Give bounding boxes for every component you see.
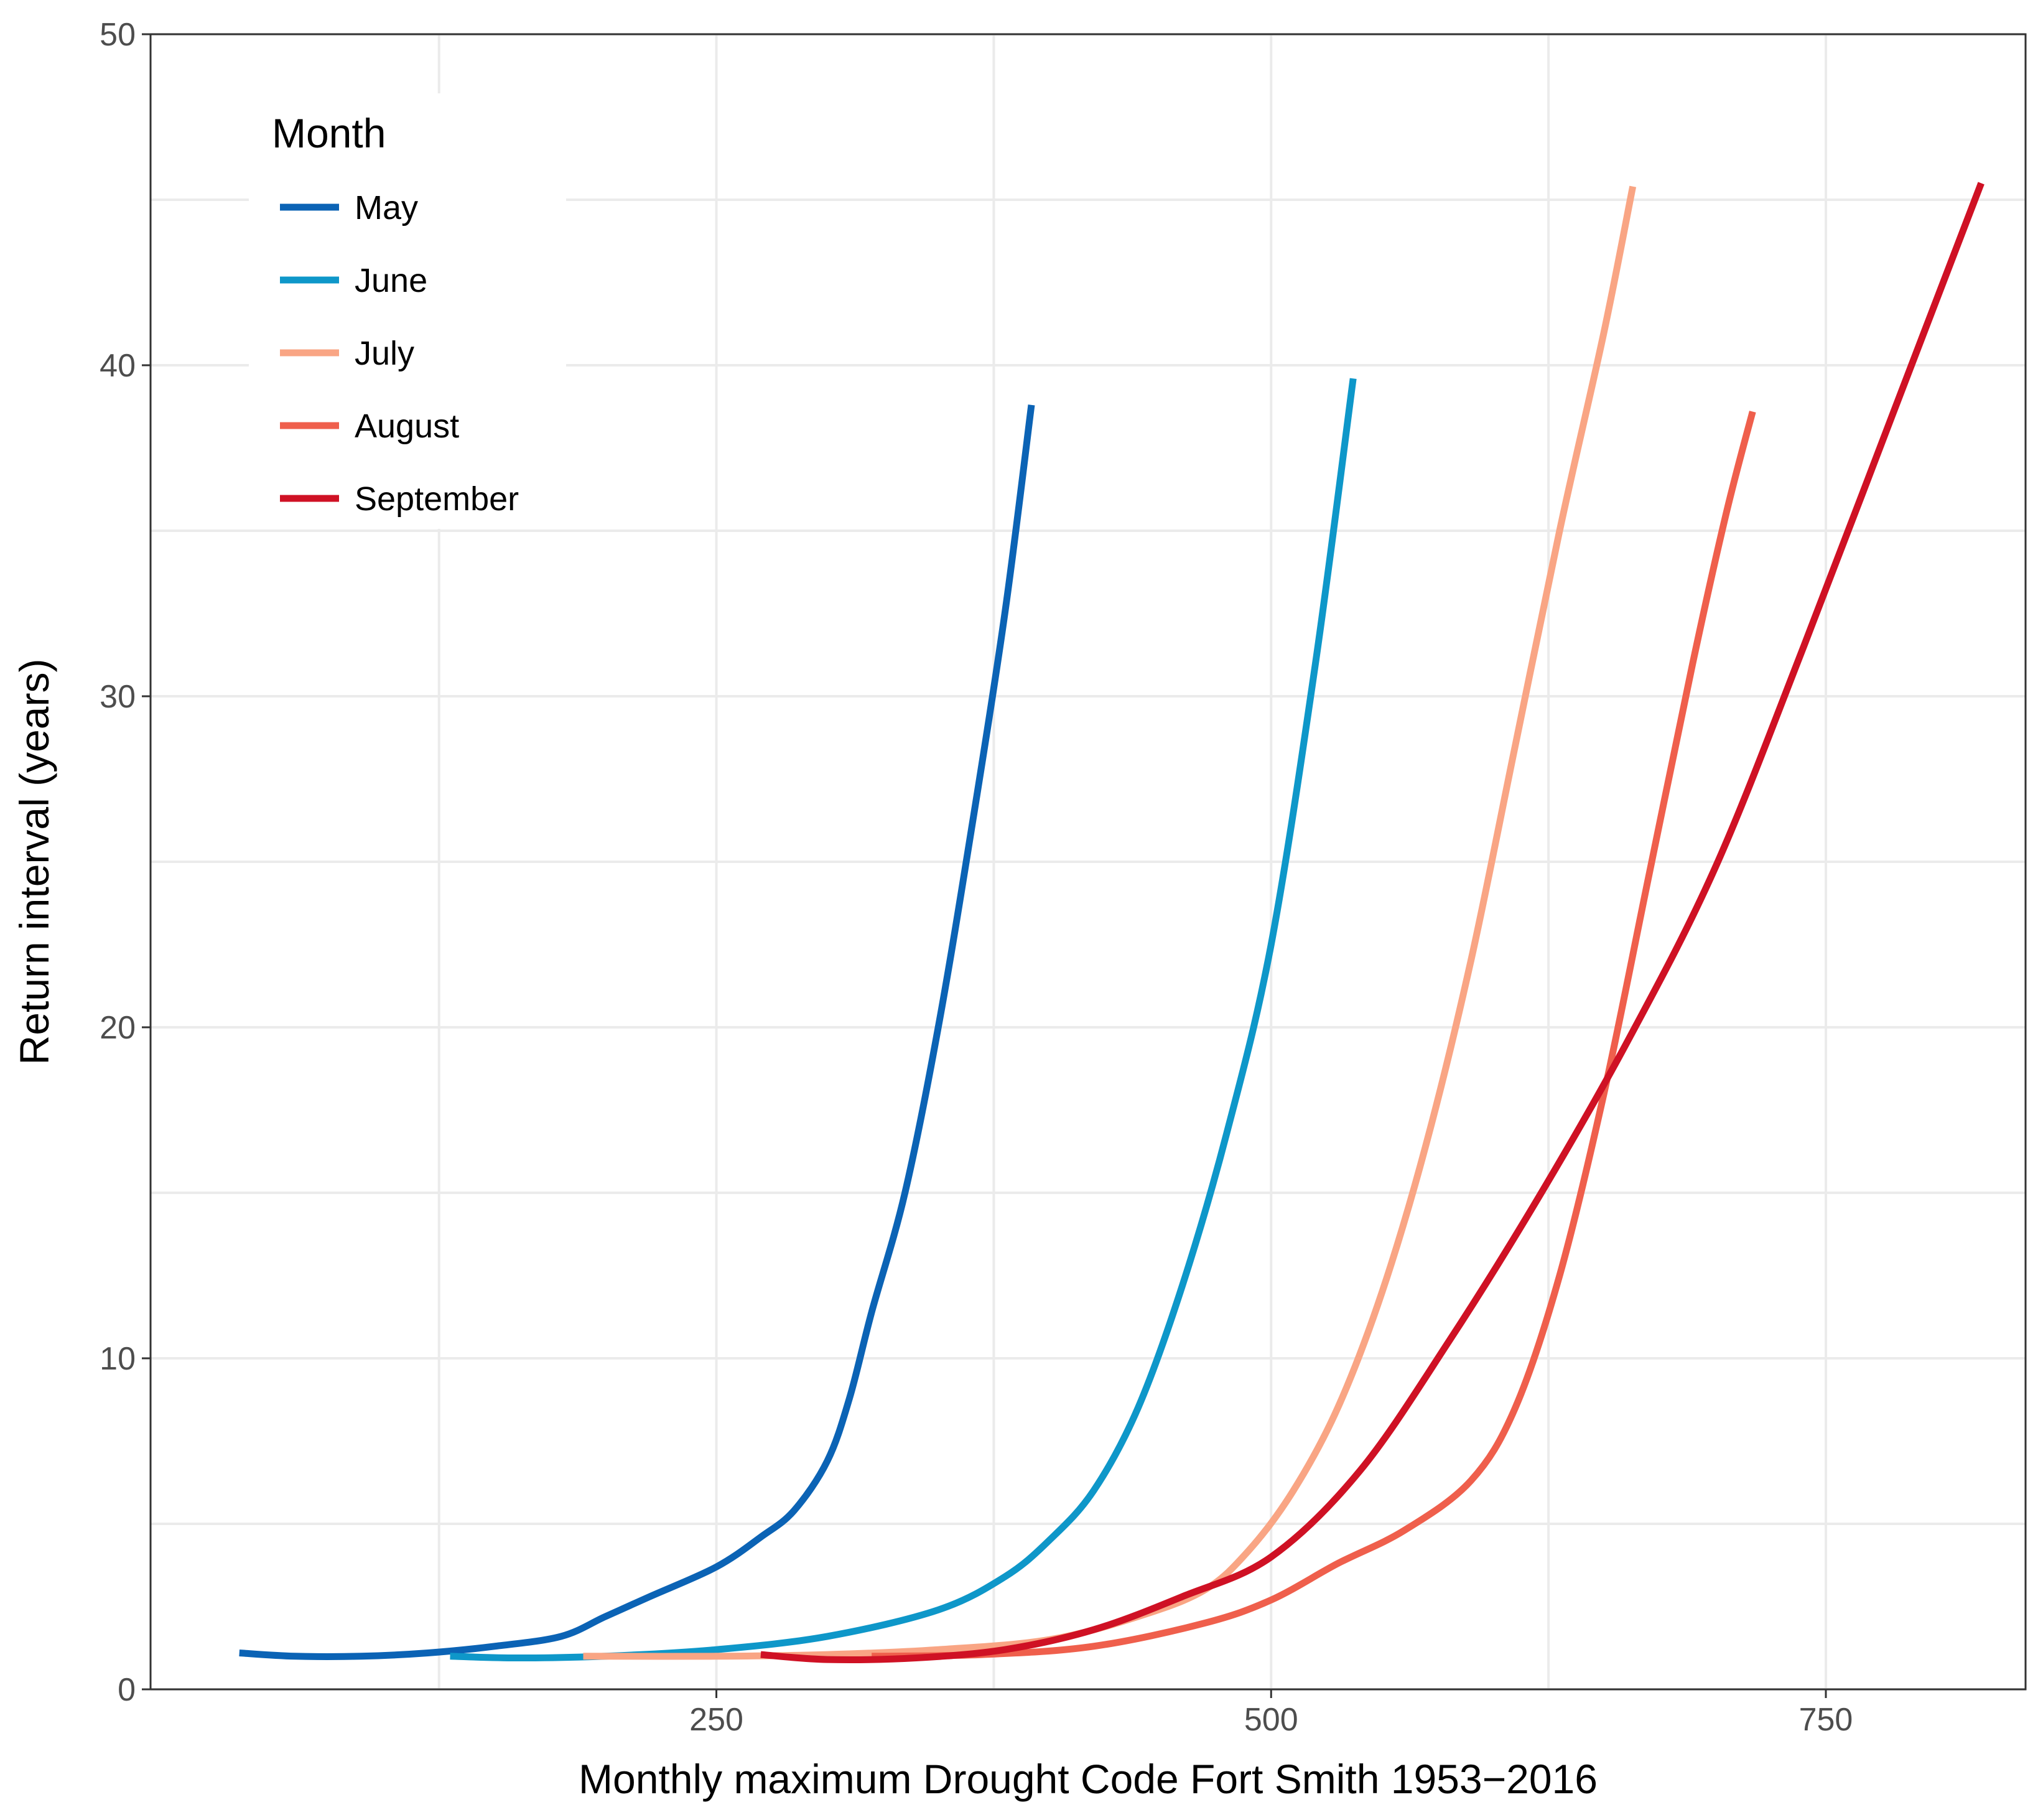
y-tick-label: 50 <box>100 17 136 53</box>
legend-title: Month <box>272 110 386 156</box>
x-tick-label: 750 <box>1799 1702 1853 1738</box>
y-tick-label: 30 <box>100 679 136 715</box>
series-line-august <box>872 411 1756 1660</box>
series-line-june <box>450 378 1357 1661</box>
series-line-may <box>239 404 1035 1660</box>
x-tick-label: 500 <box>1244 1702 1298 1738</box>
legend-label-may: May <box>355 189 418 226</box>
legend-label-june: June <box>355 262 427 299</box>
legend: Month May June July August September <box>249 93 566 529</box>
legend-label-september: September <box>355 480 519 518</box>
series-line-july <box>583 185 1637 1660</box>
y-axis-title: Return interval (years) <box>11 659 57 1065</box>
x-tick-label: 250 <box>689 1702 743 1738</box>
axes: 0 10 20 30 40 50 250 500 750 <box>100 17 1853 1738</box>
legend-label-july: July <box>355 335 414 372</box>
legend-label-august: August <box>355 408 459 445</box>
y-tick-label: 0 <box>118 1672 136 1708</box>
y-tick-label: 40 <box>100 348 136 384</box>
legend-background <box>249 93 566 529</box>
panel-border <box>149 33 2027 1691</box>
x-axis-title: Monthly maximum Drought Code Fort Smith … <box>579 1756 1598 1802</box>
series-lines <box>239 182 1984 1663</box>
series-line-september <box>760 182 1984 1663</box>
y-tick-label: 10 <box>100 1341 136 1377</box>
y-tick-label: 20 <box>100 1010 136 1046</box>
